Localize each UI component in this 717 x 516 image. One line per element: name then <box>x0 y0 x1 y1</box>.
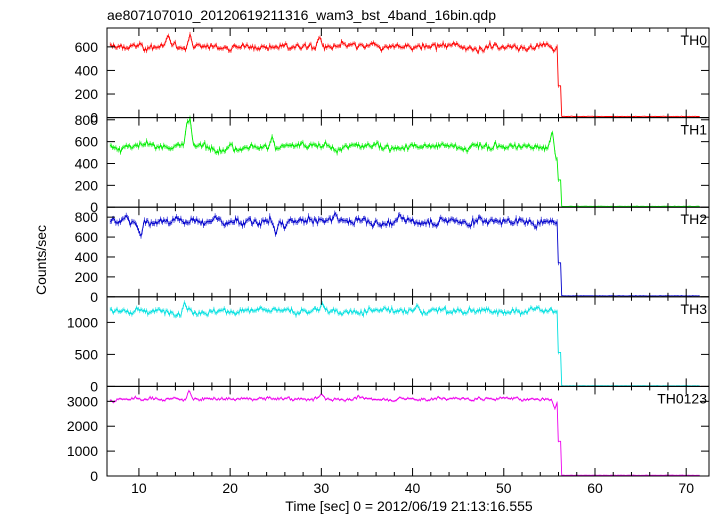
y-axis-label: Counts/sec <box>33 225 49 295</box>
error-bars <box>109 389 559 443</box>
y-tick-label: 0 <box>90 110 98 126</box>
y-tick-label: 0 <box>90 199 98 215</box>
x-tick-label: 50 <box>496 480 512 496</box>
panel-th0123: 0 1000 2000 3000 TH0123 <box>67 385 710 484</box>
x-tick-label: 10 <box>131 480 147 496</box>
panel-frame <box>106 27 710 119</box>
panel-th2: 0 200 400 600 800 TH2 <box>75 206 710 305</box>
error-bars <box>109 300 559 355</box>
x-tick-label: 30 <box>314 480 330 496</box>
panel-name: TH1 <box>681 122 708 138</box>
y-tick-label: 200 <box>75 269 99 285</box>
y-tick-label: 400 <box>75 249 99 265</box>
panel-name: TH0 <box>681 32 708 48</box>
y-tick-label: 0 <box>90 378 98 394</box>
y-tick-label: 2000 <box>67 418 98 434</box>
chart-title: ae807107010_20120619211316_wam3_bst_4ban… <box>107 7 496 23</box>
y-tick-label: 800 <box>75 209 99 225</box>
y-tick-label: 600 <box>75 39 99 55</box>
y-tick-label: 400 <box>75 155 99 171</box>
y-tick-label: 200 <box>75 86 99 102</box>
y-tick-label: 800 <box>75 112 99 128</box>
error-bars <box>109 31 559 88</box>
series-line <box>109 33 700 118</box>
series-line <box>110 300 700 387</box>
y-tick-label: 1000 <box>67 443 98 459</box>
x-tick-label: 20 <box>222 480 238 496</box>
y-tick-label: 500 <box>75 346 99 362</box>
x-tick-label: 70 <box>678 480 694 496</box>
error-bars <box>109 210 559 266</box>
panel-frame <box>106 385 710 477</box>
x-tick-label: 40 <box>405 480 421 496</box>
panel-name: TH3 <box>681 301 708 317</box>
series-line <box>110 389 700 476</box>
panels: 0 200 400 600 TH0 0 200 400 600 800 TH1 0 200 400 600 8… <box>67 27 710 484</box>
x-axis-label: Time [sec] 0 = 2012/06/19 21:13:16.555 <box>285 498 533 514</box>
y-tick-label: 600 <box>75 229 99 245</box>
panel-th0: 0 200 400 600 TH0 <box>75 27 710 126</box>
panel-th1: 0 200 400 600 800 TH1 <box>75 112 710 215</box>
y-tick-label: 600 <box>75 134 99 150</box>
panel-frame <box>106 117 710 208</box>
y-tick-label: 0 <box>90 289 98 305</box>
panel-frame <box>106 296 710 387</box>
series-line <box>110 211 700 297</box>
y-tick-label: 1000 <box>67 314 98 330</box>
x-axis: 10 20 30 40 50 60 70 <box>131 480 694 496</box>
y-tick-label: 200 <box>75 177 99 193</box>
y-tick-label: 0 <box>90 468 98 484</box>
error-bars <box>109 115 559 182</box>
panel-name: TH0123 <box>657 390 707 406</box>
y-tick-label: 3000 <box>67 393 98 409</box>
x-tick-label: 60 <box>587 480 603 496</box>
y-tick-label: 400 <box>75 62 99 78</box>
panel-name: TH2 <box>681 211 708 227</box>
series-line <box>110 117 700 208</box>
panel-th3: 0 500 1000 TH3 <box>67 296 710 394</box>
